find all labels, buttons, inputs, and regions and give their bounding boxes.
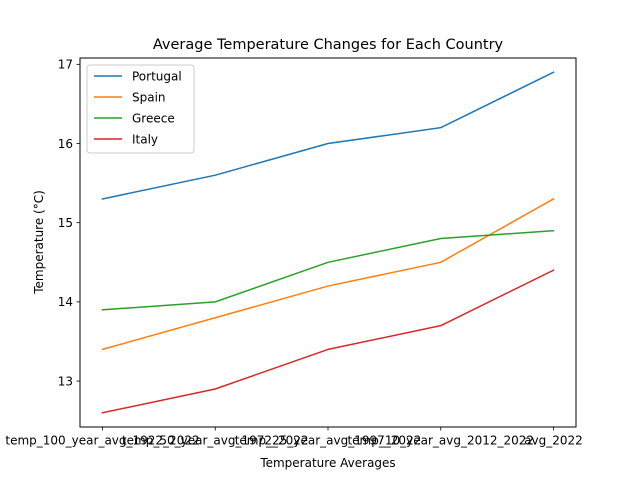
series-line-spain: [101, 197, 555, 351]
legend-box: [86, 64, 195, 154]
x-tick-label: temp_50_year_avg_1972_2022: [122, 434, 309, 448]
legend-label-italy: Italy: [132, 132, 158, 146]
legend: Portugal Spain Greece Italy: [86, 64, 195, 154]
y-axis-label: Temperature (°C): [32, 190, 46, 295]
y-tick-label: 15: [58, 216, 73, 230]
y-tick-label: 17: [58, 58, 73, 72]
y-tick-label: 13: [58, 374, 73, 388]
series-line-italy: [101, 269, 555, 414]
series-line-greece: [101, 229, 555, 311]
y-tick-label: 16: [58, 137, 73, 151]
chart-title: Average Temperature Changes for Each Cou…: [153, 37, 504, 53]
x-axis-label: Temperature Averages: [259, 456, 395, 470]
x-tick-label: avg_2022: [524, 434, 583, 448]
x-tick-label: temp_100_year_avg_1922_2022: [5, 434, 199, 448]
series-line-portugal: [101, 71, 555, 200]
legend-label-portugal: Portugal: [132, 69, 182, 83]
x-tick-label: temp_25_year_avg_1997_2022: [235, 434, 422, 448]
y-tick-label: 14: [58, 295, 73, 309]
legend-label-greece: Greece: [132, 111, 175, 125]
legend-label-spain: Spain: [132, 90, 166, 104]
x-tick-label: temp_10_year_avg_2012_2022: [347, 434, 534, 448]
